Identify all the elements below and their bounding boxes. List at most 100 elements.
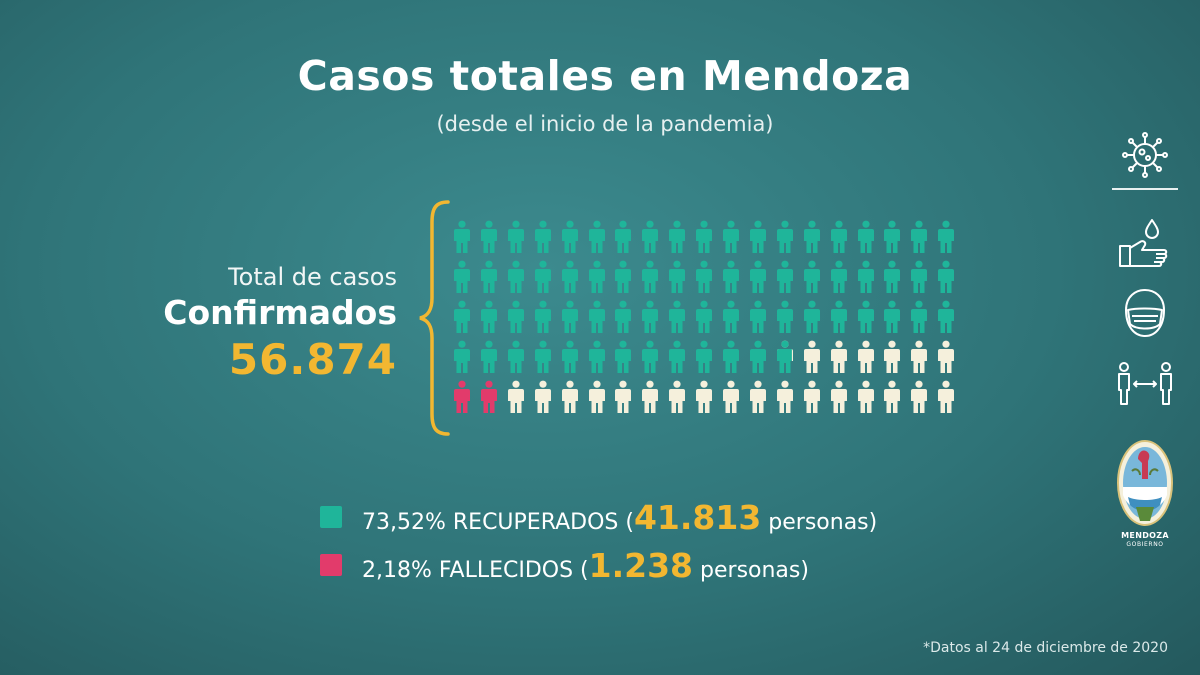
person-icon-recovered — [721, 260, 741, 294]
person-icon-recovered — [479, 340, 499, 374]
person-icon-recovered — [721, 300, 741, 334]
person-icon-recovered — [506, 220, 526, 254]
legend-label-deceased: 2,18% FALLECIDOS (1.238 personas) — [362, 545, 809, 585]
person-icon-recovered — [506, 300, 526, 334]
person-icon-recovered — [560, 260, 580, 294]
person-icon-partial — [775, 340, 795, 374]
legend-swatch-deceased — [320, 554, 342, 576]
person-icon-recovered — [533, 260, 553, 294]
person-icon-other — [856, 380, 876, 414]
person-icon-other — [533, 380, 553, 414]
person-icon-recovered — [479, 300, 499, 334]
person-icon-recovered — [936, 260, 956, 294]
person-icon-other — [694, 380, 714, 414]
person-icon-recovered — [856, 260, 876, 294]
person-icon-recovered — [802, 260, 822, 294]
legend: 73,52% RECUPERADOS (41.813 personas) 2,1… — [320, 497, 877, 593]
person-icon-recovered — [936, 220, 956, 254]
face-mask-icon — [1125, 289, 1165, 337]
person-icon-recovered — [640, 300, 660, 334]
person-icon-recovered — [587, 260, 607, 294]
person-icon-other — [936, 380, 956, 414]
seal-emblem-icon — [1117, 440, 1173, 526]
person-icon-recovered — [452, 340, 472, 374]
seal-label-mendoza: MENDOZA — [1121, 531, 1169, 540]
legend-item-deceased: 2,18% FALLECIDOS (1.238 personas) — [320, 545, 877, 585]
person-icon-recovered — [721, 340, 741, 374]
virus-icon — [1122, 132, 1168, 178]
person-icon-recovered — [613, 260, 633, 294]
person-icon-recovered — [694, 220, 714, 254]
person-icon-other — [721, 380, 741, 414]
pictogram-chart — [452, 220, 992, 420]
person-icon-recovered — [667, 260, 687, 294]
person-icon-other — [802, 340, 822, 374]
footnote: *Datos al 24 de diciembre de 2020 — [923, 640, 1168, 656]
person-icon-deceased — [452, 380, 472, 414]
person-icon-other — [560, 380, 580, 414]
person-icon-recovered — [829, 260, 849, 294]
person-icon-recovered — [882, 220, 902, 254]
person-icon-recovered — [748, 340, 768, 374]
person-icon-recovered — [802, 300, 822, 334]
person-icon-recovered — [667, 340, 687, 374]
seal-label-gobierno: GOBIERNO — [1126, 541, 1164, 548]
person-icon-recovered — [667, 300, 687, 334]
legend-item-recovered: 73,52% RECUPERADOS (41.813 personas) — [320, 497, 877, 537]
person-icon-recovered — [829, 300, 849, 334]
distance-icon — [1118, 362, 1172, 405]
person-icon-other — [613, 380, 633, 414]
person-icon-recovered — [882, 260, 902, 294]
person-icon-recovered — [479, 260, 499, 294]
person-icon-recovered — [748, 260, 768, 294]
person-icon-recovered — [775, 220, 795, 254]
person-icon-recovered — [560, 340, 580, 374]
person-icon-recovered — [775, 260, 795, 294]
person-icon-recovered — [694, 300, 714, 334]
person-icon-recovered — [452, 260, 472, 294]
person-icon-recovered — [533, 300, 553, 334]
person-icon-recovered — [587, 220, 607, 254]
person-icon-recovered — [856, 300, 876, 334]
person-icon-other — [909, 340, 929, 374]
legend-swatch-recovered — [320, 506, 342, 528]
person-icon-recovered — [613, 220, 633, 254]
person-icon-recovered — [694, 340, 714, 374]
person-icon-other — [587, 380, 607, 414]
person-icon-recovered — [936, 300, 956, 334]
legend-label-recovered: 73,52% RECUPERADOS (41.813 personas) — [362, 497, 878, 537]
confirmed-label: Confirmados — [163, 293, 397, 332]
person-icon-recovered — [506, 260, 526, 294]
person-icon-other — [829, 380, 849, 414]
person-icon-deceased — [479, 380, 499, 414]
person-icon-recovered — [694, 260, 714, 294]
person-icon-recovered — [856, 220, 876, 254]
person-icon-other — [775, 380, 795, 414]
person-icon-recovered — [587, 340, 607, 374]
person-icon-recovered — [452, 300, 472, 334]
person-icon-recovered — [640, 340, 660, 374]
confirmed-total: 56.874 — [228, 335, 397, 384]
person-icon-other — [748, 380, 768, 414]
person-icon-recovered — [909, 260, 929, 294]
person-icon-recovered — [560, 220, 580, 254]
person-icon-recovered — [748, 220, 768, 254]
person-icon-other — [882, 380, 902, 414]
person-icon-other — [506, 380, 526, 414]
total-summary: Total de casos Confirmados 56.874 — [163, 262, 397, 386]
person-icon-recovered — [533, 340, 553, 374]
person-icon-recovered — [640, 260, 660, 294]
person-icon-recovered — [613, 340, 633, 374]
person-icon-other — [856, 340, 876, 374]
person-icon-other — [909, 380, 929, 414]
person-icon-other — [667, 380, 687, 414]
person-icon-recovered — [613, 300, 633, 334]
person-icon-recovered — [748, 300, 768, 334]
page-title: Casos totales en Mendoza — [297, 52, 913, 100]
person-icon-recovered — [909, 300, 929, 334]
page-subtitle: (desde el inicio de la pandemia) — [436, 112, 774, 136]
person-icon-recovered — [640, 220, 660, 254]
person-icon-recovered — [775, 300, 795, 334]
icon-separator — [1112, 188, 1178, 190]
person-icon-other — [640, 380, 660, 414]
